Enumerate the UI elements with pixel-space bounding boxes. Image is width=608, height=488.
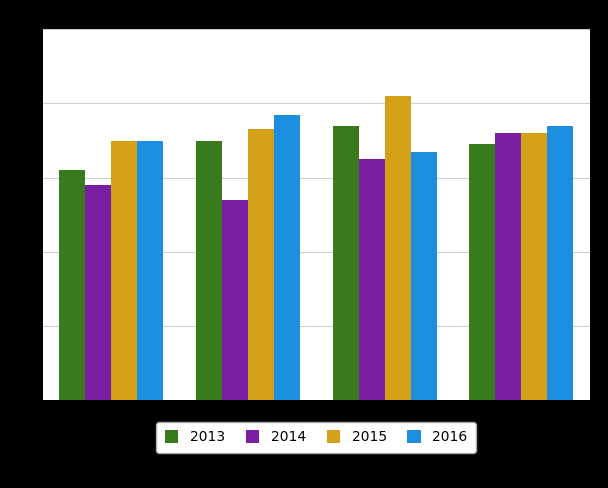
- Legend: 2013, 2014, 2015, 2016: 2013, 2014, 2015, 2016: [156, 422, 476, 452]
- Bar: [333, 126, 359, 400]
- Bar: [385, 96, 410, 400]
- Bar: [521, 133, 547, 400]
- Bar: [547, 126, 573, 400]
- Bar: [111, 141, 137, 400]
- Bar: [469, 144, 496, 400]
- Bar: [274, 115, 300, 400]
- Bar: [59, 170, 85, 400]
- Bar: [410, 152, 437, 400]
- Bar: [137, 141, 163, 400]
- Bar: [222, 200, 248, 400]
- Bar: [248, 129, 274, 400]
- Bar: [359, 159, 385, 400]
- Bar: [496, 133, 521, 400]
- Bar: [196, 141, 222, 400]
- Bar: [85, 185, 111, 400]
